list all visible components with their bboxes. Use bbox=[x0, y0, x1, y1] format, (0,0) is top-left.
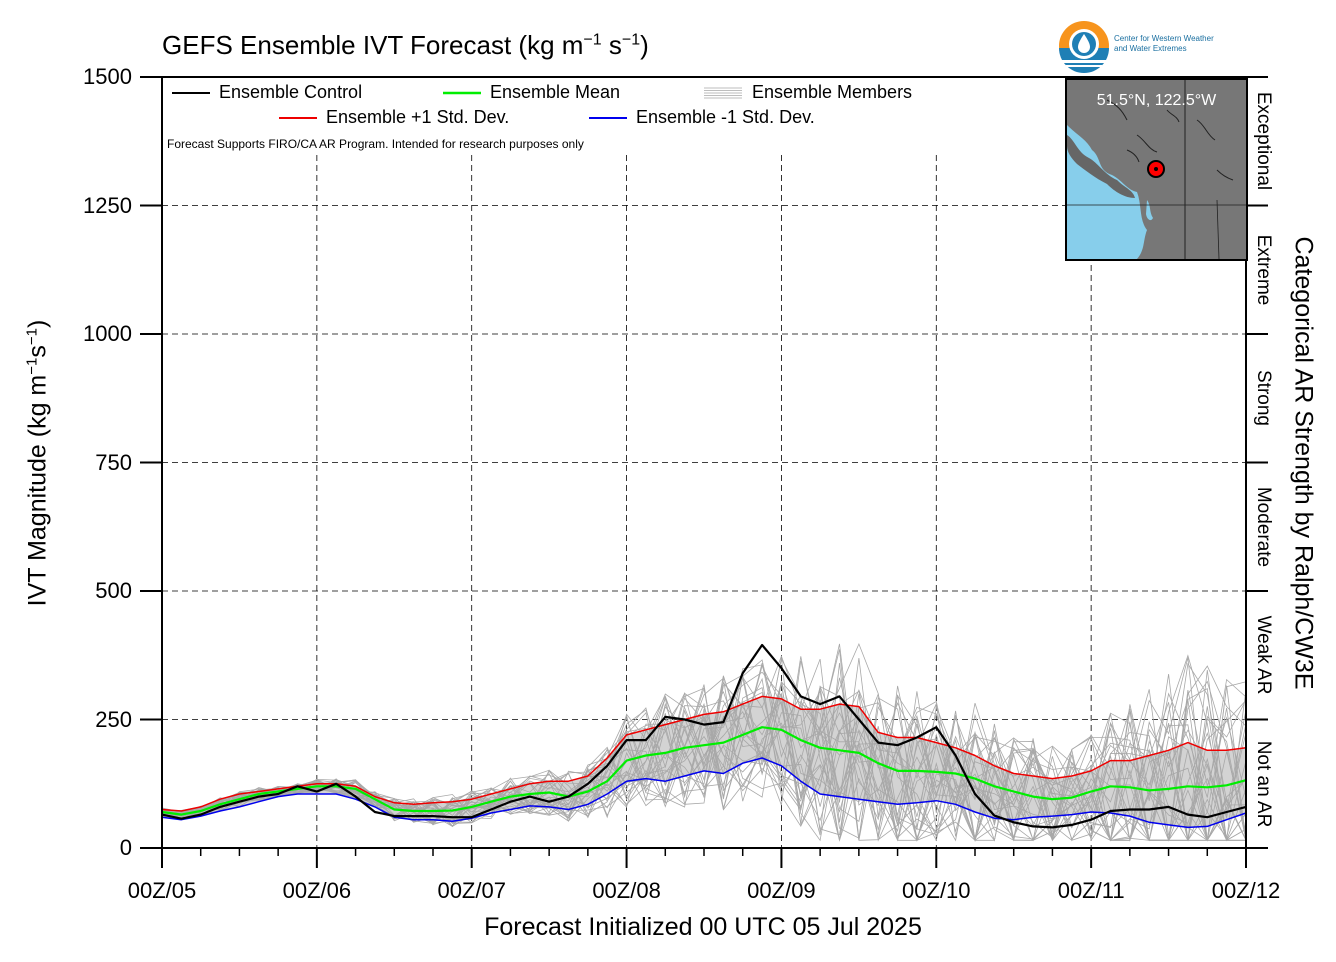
inlet-shape bbox=[1146, 200, 1153, 221]
y-tick-label: 0 bbox=[119, 835, 132, 860]
y-tick-label: 250 bbox=[95, 706, 132, 732]
legend-layer bbox=[172, 87, 742, 119]
y-tick-label: 1500 bbox=[83, 64, 132, 89]
ensemble-member-line bbox=[161, 674, 1247, 842]
legend-label-minus-std: Ensemble -1 Std. Dev. bbox=[636, 107, 815, 127]
y-tick-label: 1000 bbox=[83, 321, 132, 346]
y-tick-label: 500 bbox=[95, 578, 132, 603]
ensemble-member-line bbox=[161, 643, 1247, 842]
grid-layer bbox=[162, 155, 1246, 848]
ensemble-member-line bbox=[161, 659, 1246, 841]
x-tick-label: 00Z/06 bbox=[282, 878, 352, 903]
x-tick-label: 00Z/07 bbox=[437, 878, 506, 903]
chart-title: GEFS Ensemble IVT Forecast (kg m−1 s−1) bbox=[162, 30, 649, 60]
location-inset-map: 51.5°N, 122.5°W bbox=[1065, 78, 1248, 261]
category-label: Exceptional bbox=[1253, 92, 1274, 191]
cw3e-logo-icon bbox=[1059, 21, 1109, 73]
ensemble-member-line bbox=[161, 680, 1247, 842]
legend-label-members: Ensemble Members bbox=[752, 82, 913, 102]
category-label: Weak AR bbox=[1253, 615, 1274, 695]
x-tick-label: 00Z/08 bbox=[592, 878, 661, 903]
inset-location-label: 51.5°N, 122.5°W bbox=[1096, 92, 1217, 109]
ensemble-member-line bbox=[161, 649, 1247, 842]
series-line-ensemble-1-std-dev bbox=[161, 695, 1247, 812]
y-tick-label: 750 bbox=[95, 449, 132, 475]
series-layer bbox=[161, 643, 1247, 829]
x-tick-label: 00Z/12 bbox=[1211, 878, 1281, 903]
x-tick-label: 00Z/10 bbox=[902, 878, 971, 903]
secondary-y-axis-label: Categorical AR Strength by Ralph/CW3E bbox=[1289, 236, 1318, 690]
category-label: Strong bbox=[1253, 370, 1274, 427]
ocean-shape bbox=[1067, 125, 1147, 259]
axes-layer bbox=[140, 76, 1268, 868]
category-label: Extreme bbox=[1253, 234, 1274, 306]
legend-label-control: Ensemble Control bbox=[219, 82, 363, 102]
x-tick-label: 00Z/05 bbox=[127, 878, 197, 903]
category-label: Not an AR bbox=[1253, 740, 1274, 828]
disclaimer-note: Forecast Supports FIRO/CA AR Program. In… bbox=[167, 137, 584, 151]
y-tick-label: 1250 bbox=[83, 192, 132, 218]
logo-text-line2: and Water Extremes bbox=[1114, 44, 1187, 53]
series-line-ensemble-control bbox=[161, 643, 1247, 829]
category-label: Moderate bbox=[1253, 486, 1274, 567]
legend-label-mean: Ensemble Mean bbox=[490, 82, 621, 102]
x-tick-label: 00Z/09 bbox=[747, 878, 816, 903]
inset-map-graphic bbox=[1067, 80, 1246, 259]
cw3e-logo: Center for Western Weather and Water Ext… bbox=[1058, 20, 1258, 74]
x-axis-label: Forecast Initialized 00 UTC 05 Jul 2025 bbox=[484, 913, 922, 941]
y-axis-label: IVT Magnitude (kg m−1s−1) bbox=[23, 319, 52, 607]
x-tick-label: 00Z/11 bbox=[1057, 878, 1125, 903]
series-line-ensemble-1-std-dev bbox=[161, 757, 1247, 829]
legend-label-plus-std: Ensemble +1 Std. Dev. bbox=[326, 107, 510, 127]
logo-text-line1: Center for Western Weather bbox=[1114, 34, 1214, 43]
ensemble-member-line bbox=[161, 702, 1247, 842]
island-shape bbox=[1067, 135, 1135, 198]
ensemble-member-line bbox=[161, 676, 1247, 841]
